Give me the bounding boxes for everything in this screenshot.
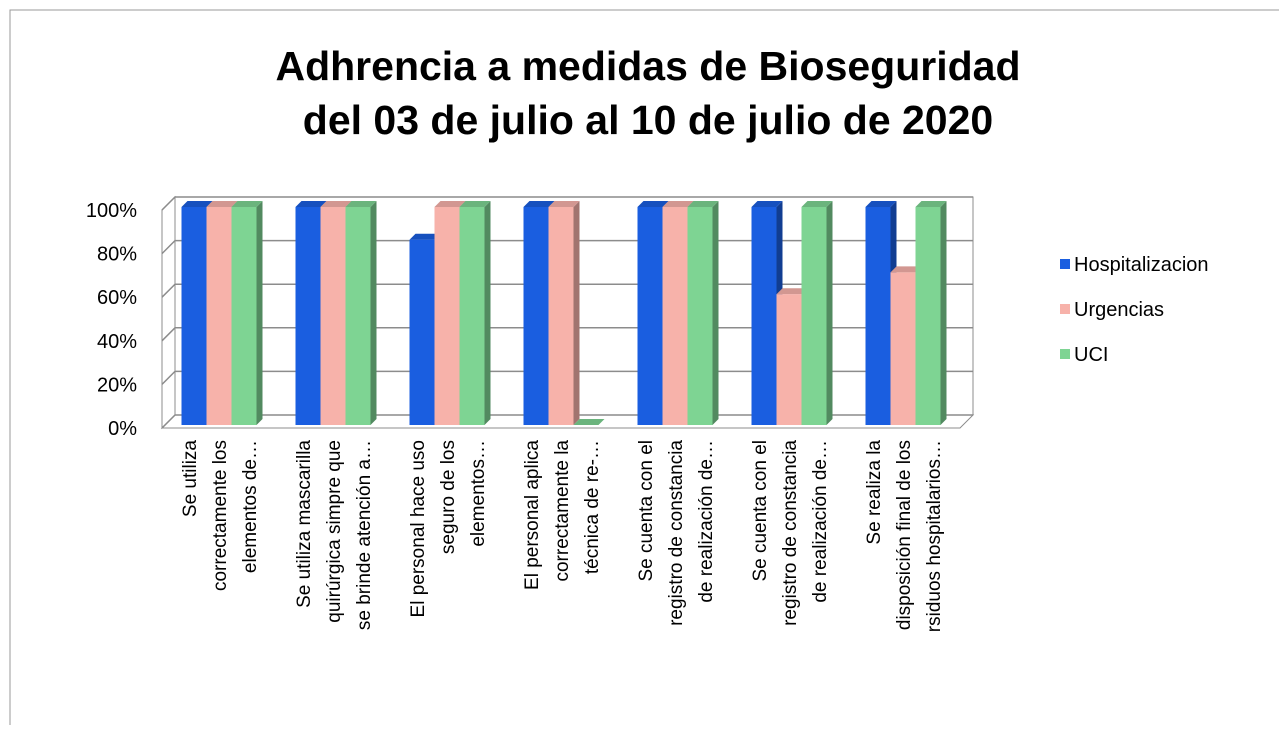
bar bbox=[206, 207, 232, 425]
legend-swatch bbox=[1060, 259, 1070, 269]
bar-top bbox=[751, 201, 783, 207]
y-tick-label: 60% bbox=[97, 287, 137, 309]
x-tick-label: registro de constancia bbox=[666, 440, 687, 626]
bar-top bbox=[231, 201, 263, 207]
bar bbox=[434, 207, 460, 425]
bar-top bbox=[687, 201, 719, 207]
y-tick-label: 100% bbox=[86, 200, 137, 222]
bar bbox=[776, 294, 802, 425]
x-tick-label: Se realiza la bbox=[864, 440, 885, 545]
bar bbox=[409, 239, 435, 425]
bar bbox=[637, 207, 663, 425]
chart-title: Adhrencia a medidas de Bioseguridad bbox=[275, 43, 1020, 89]
bar bbox=[548, 207, 574, 425]
bar-top bbox=[409, 233, 441, 240]
x-tick-label: El personal hace uso bbox=[408, 440, 429, 617]
bar-top bbox=[523, 201, 555, 207]
bar-top bbox=[548, 201, 580, 207]
bar-top bbox=[637, 201, 669, 207]
bar bbox=[295, 207, 321, 425]
x-tick-label: elementos… bbox=[468, 440, 489, 547]
y-tick-label: 80% bbox=[97, 244, 137, 266]
legend-label: Urgencias bbox=[1074, 299, 1164, 321]
bar-top bbox=[776, 288, 808, 295]
bar-top bbox=[345, 201, 377, 207]
legend-swatch bbox=[1060, 304, 1070, 314]
bar-top bbox=[206, 201, 238, 207]
bar-top bbox=[181, 201, 213, 207]
bar-side bbox=[573, 201, 580, 425]
bar-top bbox=[915, 201, 947, 207]
x-tick-label: elementos de… bbox=[240, 440, 261, 573]
x-tick-label: El personal aplica bbox=[522, 440, 543, 590]
x-tick-label: registro de constancia bbox=[780, 440, 801, 626]
legend-label: Hospitalizacion bbox=[1074, 254, 1209, 276]
x-tick-label: quirúrgica simpre que bbox=[324, 440, 345, 623]
side-wall bbox=[161, 195, 176, 430]
legend-label: UCI bbox=[1074, 344, 1108, 366]
bar-side bbox=[826, 201, 833, 425]
x-tick-label: se brinde atención a… bbox=[354, 440, 375, 630]
bar bbox=[459, 207, 485, 425]
x-tick-label: de realización de… bbox=[696, 440, 717, 603]
x-tick-label: rsiduos hospitalarios… bbox=[924, 440, 945, 632]
bar bbox=[320, 207, 346, 425]
y-tick-label: 40% bbox=[97, 331, 137, 353]
x-tick-label: de realización de… bbox=[810, 440, 831, 603]
x-tick-label: Se utiliza mascarilla bbox=[294, 440, 315, 608]
bar-top bbox=[459, 201, 491, 207]
bar-side bbox=[940, 201, 947, 425]
x-tick-label: Se utiliza bbox=[180, 440, 201, 518]
bar bbox=[915, 207, 941, 425]
x-tick-label: seguro de los bbox=[438, 440, 459, 554]
bar bbox=[890, 272, 916, 425]
grid-line bbox=[161, 196, 973, 211]
x-tick-label: técnica de re-… bbox=[582, 440, 603, 574]
bar bbox=[801, 207, 827, 425]
bar bbox=[231, 207, 257, 425]
bar-top bbox=[573, 419, 605, 425]
bar bbox=[523, 207, 549, 425]
bar bbox=[662, 207, 688, 425]
bar-top bbox=[295, 201, 327, 207]
bar bbox=[181, 207, 207, 425]
bar-top bbox=[801, 201, 833, 207]
bar-side bbox=[256, 201, 263, 425]
bar bbox=[687, 207, 713, 425]
legend-swatch bbox=[1060, 349, 1070, 359]
bar-side bbox=[712, 201, 719, 425]
chart-title: del 03 de julio al 10 de julio de 2020 bbox=[303, 97, 993, 143]
bar bbox=[345, 207, 371, 425]
y-tick-label: 20% bbox=[97, 374, 137, 396]
bar bbox=[865, 207, 891, 425]
x-tick-label: Se cuenta con el bbox=[636, 440, 657, 582]
bar-side bbox=[484, 201, 491, 425]
x-tick-label: disposición final de los bbox=[894, 440, 915, 630]
y-tick-label: 0% bbox=[108, 418, 137, 440]
x-tick-label: correctamente los bbox=[210, 440, 231, 591]
bar-side bbox=[370, 201, 377, 425]
bar-top bbox=[865, 201, 897, 207]
bar-top bbox=[890, 266, 922, 273]
x-tick-label: Se cuenta con el bbox=[750, 440, 771, 582]
bar bbox=[751, 207, 777, 425]
bar-top bbox=[434, 201, 466, 207]
bar-top bbox=[662, 201, 694, 207]
x-tick-label: correctamente la bbox=[552, 440, 573, 582]
bar-top bbox=[320, 201, 352, 207]
